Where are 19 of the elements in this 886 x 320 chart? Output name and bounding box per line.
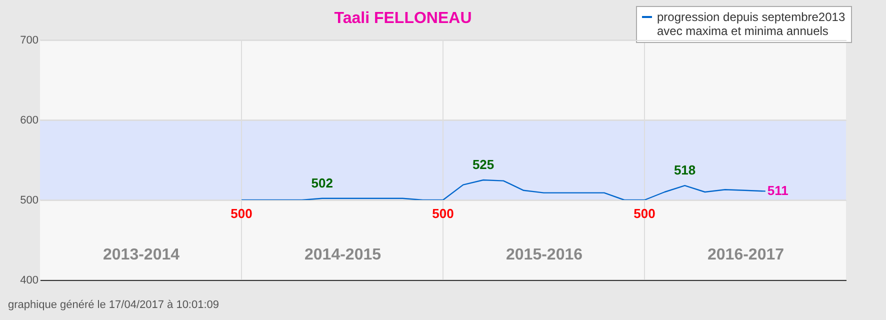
line-series — [240, 179, 766, 201]
data-label: 525 — [472, 157, 494, 172]
data-label: 500 — [230, 206, 252, 221]
x-tick-label: 2013-2014 — [102, 246, 180, 264]
y-tick-label: 600 — [20, 114, 38, 126]
data-label: 502 — [311, 175, 333, 190]
legend-label: progression depuis septembre2013 avec maxima et minima annuels — [657, 10, 846, 38]
text: graphique généré le 17/04/2017 à 10:01:09 — [8, 299, 220, 311]
y-tick-label: 400 — [20, 274, 38, 286]
x-tick-label: 2014-2015 — [304, 246, 382, 264]
data-label: 500 — [634, 206, 656, 221]
x-tick-label: 2016-2017 — [707, 246, 784, 264]
data-label: 511 — [767, 183, 788, 198]
y-tick-label: 700 — [20, 34, 38, 46]
x-tick-label: 2015-2016 — [506, 246, 583, 264]
y-tick-label: 500 — [20, 194, 38, 206]
data-label: 518 — [674, 162, 696, 178]
chart-title: Taali FELLONEAU — [334, 10, 472, 27]
data-label: 500 — [432, 206, 454, 221]
